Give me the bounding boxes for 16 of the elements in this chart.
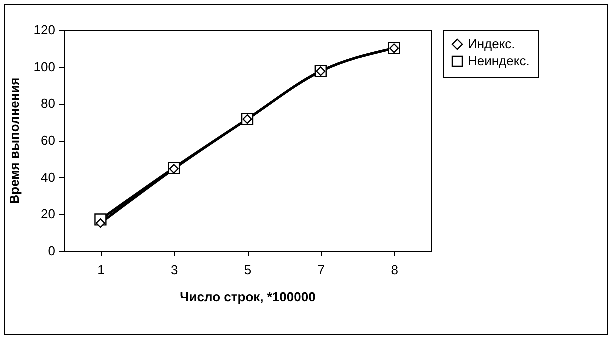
y-tick-label: 20 <box>41 206 56 222</box>
y-tick-label: 100 <box>34 59 56 74</box>
y-tick-label: 120 <box>34 22 56 38</box>
x-tick-label: 5 <box>244 262 252 278</box>
x-axis-title: Число строк, *100000 <box>180 290 316 304</box>
y-axis-title: Время выполнения <box>6 78 22 204</box>
x-tick-label: 7 <box>318 262 326 278</box>
legend-label: Неиндекс. <box>468 54 530 68</box>
y-tick-label: 60 <box>41 133 56 148</box>
y-tick-label: 80 <box>41 96 56 112</box>
x-tick-label: 3 <box>170 262 178 278</box>
y-tick-label: 40 <box>41 170 56 185</box>
x-tick-label: 1 <box>98 262 105 278</box>
legend-label: Индекс. <box>468 36 516 52</box>
x-tick-label: 8 <box>391 262 398 278</box>
y-tick-label: 0 <box>48 244 56 258</box>
